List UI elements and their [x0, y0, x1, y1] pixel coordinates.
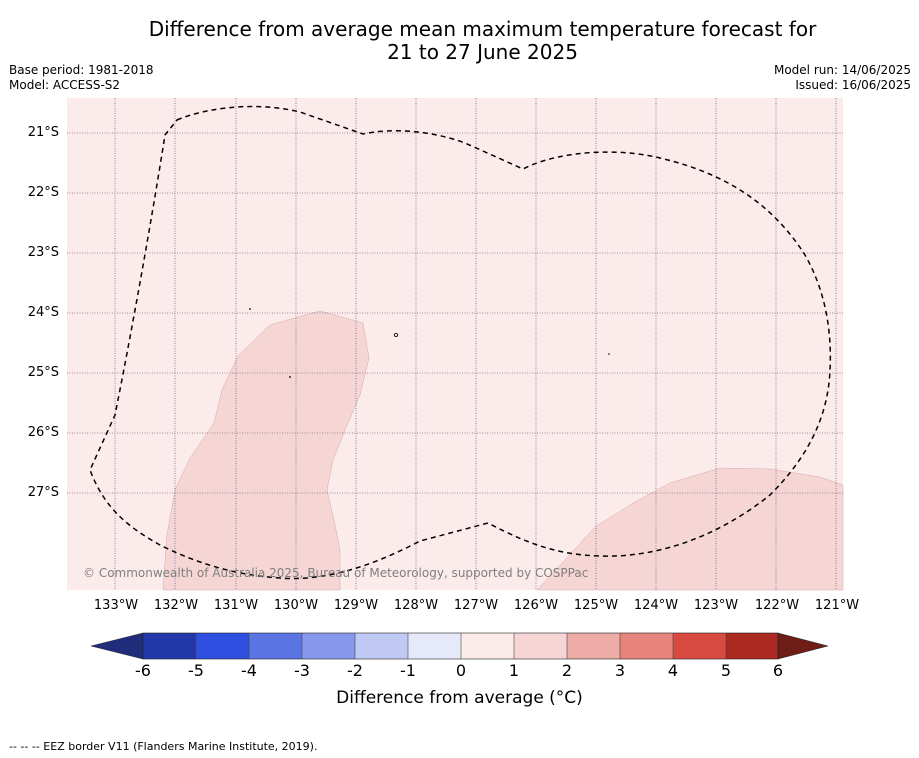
colorbar-bin: [143, 633, 196, 659]
colorbar-bin: [196, 633, 249, 659]
colorbar-tick: -4: [241, 661, 257, 680]
latitude-label: 27°S: [27, 485, 59, 500]
longitude-label: 127°W: [453, 598, 499, 613]
issued-date: Issued: 16/06/2025: [795, 78, 911, 92]
longitude-label: 121°W: [814, 598, 860, 613]
longitude-label: 123°W: [693, 598, 739, 613]
longitude-label: 133°W: [93, 598, 139, 613]
latitude-gridlines: [67, 132, 843, 494]
colorbar-tick: 3: [614, 661, 626, 680]
longitude-label: 125°W: [573, 598, 619, 613]
colorbar-bin: [726, 633, 778, 659]
colorbar-bin: [249, 633, 302, 659]
eez-footnote: -- -- -- EEZ border V11 (Flanders Marine…: [9, 740, 318, 753]
island-mark: [608, 353, 610, 355]
title-line-2: 21 to 27 June 2025: [387, 40, 578, 64]
latitude-label: 23°S: [27, 245, 59, 260]
anomaly-region-southeast: [536, 467, 844, 591]
colorbar-tick: 4: [667, 661, 679, 680]
longitude-label: 124°W: [633, 598, 679, 613]
colorbar-tick: -1: [400, 661, 416, 680]
colorbar-bin: [461, 633, 514, 659]
island-mark: [289, 376, 291, 378]
longitude-label: 126°W: [513, 598, 559, 613]
title-line-1: Difference from average mean maximum tem…: [148, 17, 817, 41]
latitude-label: 22°S: [27, 185, 59, 200]
colorbar: [90, 632, 829, 660]
longitude-gridlines: [114, 98, 837, 590]
island-mark: [393, 332, 398, 337]
longitude-label: 130°W: [273, 598, 319, 613]
latitude-label: 24°S: [27, 305, 59, 320]
meta-right: Model run: 14/06/2025 Issued: 16/06/2025: [774, 63, 911, 93]
colorbar-tick: 6: [772, 661, 784, 680]
colorbar-tick: -6: [135, 661, 151, 680]
colorbar-bin: [408, 633, 461, 659]
map-title: Difference from average mean maximum tem…: [0, 18, 919, 64]
anomaly-region-west: [162, 310, 370, 591]
longitude-label: 131°W: [213, 598, 259, 613]
colorbar-bin: [673, 633, 726, 659]
colorbar-bin: [302, 633, 355, 659]
colorbar-bin: [567, 633, 620, 659]
colorbar-extend-low: [90, 632, 144, 660]
model-name: Model: ACCESS-S2: [9, 78, 121, 92]
colorbar-bin: [514, 633, 567, 659]
colorbar-tick: -2: [347, 661, 363, 680]
longitude-label: 129°W: [333, 598, 379, 613]
latitude-label: 26°S: [27, 425, 59, 440]
colorbar-separators: [195, 633, 727, 659]
model-run: Model run: 14/06/2025: [773, 63, 911, 77]
colorbar-extend-high: [777, 632, 829, 660]
latitude-label: 25°S: [27, 365, 59, 380]
latitude-label: 21°S: [27, 125, 59, 140]
longitude-label: 122°W: [754, 598, 800, 613]
colorbar-tick: -3: [294, 661, 310, 680]
base-period: Base period: 1981-2018: [9, 63, 154, 77]
colorbar-tick: 1: [508, 661, 520, 680]
copyright-text: © Commonwealth of Australia 2025, Bureau…: [83, 566, 588, 580]
island-mark: [249, 308, 251, 310]
colorbar-tick: 2: [561, 661, 573, 680]
colorbar-outline: [142, 632, 779, 660]
colorbar-bin: [620, 633, 673, 659]
longitude-label: 128°W: [393, 598, 439, 613]
colorbar-bin: [355, 633, 408, 659]
colorbar-label: Difference from average (°C): [336, 688, 583, 708]
colorbar-tick: -5: [188, 661, 204, 680]
longitude-label: 132°W: [153, 598, 199, 613]
colorbar-tick: 5: [720, 661, 732, 680]
colorbar-tick: 0: [455, 661, 467, 680]
eez-border: [89, 105, 832, 580]
meta-left: Base period: 1981-2018 Model: ACCESS-S2: [9, 63, 154, 93]
